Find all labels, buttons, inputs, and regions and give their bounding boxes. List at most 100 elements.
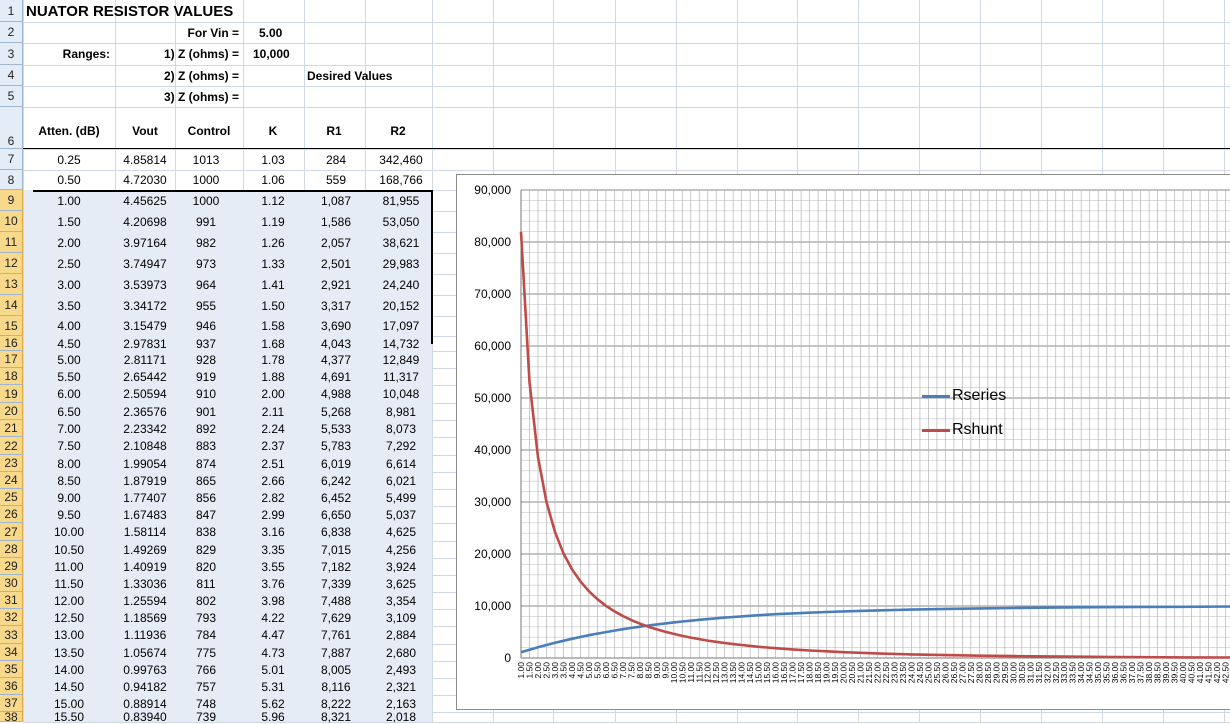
table-cell[interactable]: 1.67483 [123,507,167,522]
table-cell[interactable]: 955 [195,298,217,313]
table-cell[interactable]: 3.00 [57,277,81,292]
table-cell[interactable]: 838 [195,525,217,539]
table-cell[interactable]: 7,182 [320,559,352,574]
table-cell[interactable]: 11.00 [54,559,84,574]
table-cell[interactable]: 6,650 [320,507,352,522]
row-header[interactable]: 38 [0,710,23,724]
table-cell[interactable]: 8.00 [57,456,81,471]
table-cell[interactable]: 1.19 [261,214,285,229]
row-header[interactable]: 15 [0,316,23,336]
table-cell[interactable]: 7,488 [320,593,352,608]
table-cell[interactable]: 4,043 [320,336,352,351]
table-cell[interactable]: 2.50594 [123,387,167,401]
row-header[interactable]: 30 [0,575,23,592]
desired-values-label[interactable]: Desired Values [307,68,393,83]
row-header[interactable]: 9 [0,190,23,211]
table-cell[interactable]: 946 [195,319,217,333]
table-cell[interactable]: 284 [325,152,347,167]
table-cell[interactable]: 13.00 [53,628,85,642]
table-cell[interactable]: 1,087 [320,193,352,208]
table-cell[interactable]: 820 [195,559,217,574]
table-cell[interactable]: 8,222 [320,696,352,711]
table-cell[interactable]: 865 [195,473,217,488]
row-header[interactable]: 26 [0,506,23,523]
table-cell[interactable]: 1.50 [57,214,81,229]
table-cell[interactable]: 2.99 [261,507,285,522]
table-cell[interactable]: 12,849 [382,352,420,367]
table-cell[interactable]: 3,354 [385,593,417,608]
table-cell[interactable]: 0.99763 [123,662,167,677]
table-header-cell[interactable]: Control [187,124,231,138]
table-cell[interactable]: 1.00 [57,193,81,208]
row-header[interactable]: 31 [0,592,23,609]
table-cell[interactable]: 14,732 [382,336,420,351]
table-cell[interactable]: 4.72030 [123,173,167,187]
table-cell[interactable]: 937 [195,336,217,351]
table-cell[interactable]: 7,015 [320,542,352,557]
table-cell[interactable]: 3.97164 [123,235,167,250]
table-cell[interactable]: 892 [195,421,217,436]
table-cell[interactable]: 2,501 [320,256,352,271]
table-cell[interactable]: 2.65442 [123,369,167,384]
table-cell[interactable]: 793 [195,610,217,625]
table-cell[interactable]: 14.00 [53,662,85,677]
row-header[interactable]: 21 [0,420,23,437]
table-cell[interactable]: 856 [195,490,217,505]
table-cell[interactable]: 38,621 [382,235,420,250]
table-cell[interactable]: 8,116 [321,679,351,694]
table-cell[interactable]: 1.33 [261,256,285,271]
row-header[interactable]: 35 [0,661,23,678]
row-header[interactable]: 18 [0,368,23,385]
table-header-cell[interactable]: Atten. (dB) [38,124,100,138]
table-cell[interactable]: 1.25594 [123,593,167,608]
table-cell[interactable]: 4.22 [261,610,285,625]
table-cell[interactable]: 5,037 [385,507,417,522]
table-cell[interactable]: 10.00 [53,525,85,539]
table-cell[interactable]: 3.50 [57,298,81,313]
row-header[interactable]: 33 [0,626,23,644]
table-cell[interactable]: 2.37 [261,439,285,453]
table-cell[interactable]: 739 [195,710,217,724]
table-cell[interactable]: 8,073 [385,421,417,436]
table-cell[interactable]: 1.78 [261,352,285,367]
table-cell[interactable]: 4,377 [320,352,352,367]
row-header[interactable]: 8 [0,170,23,190]
table-cell[interactable]: 0.83940 [123,710,167,724]
table-cell[interactable]: 6.50 [57,404,81,419]
row-header[interactable]: 11 [0,232,23,253]
table-cell[interactable]: 766 [195,662,217,677]
table-cell[interactable]: 2.97831 [123,336,167,351]
table-cell[interactable]: 1.99054 [123,456,167,471]
z1-label[interactable]: 1) Z (ohms) = [163,47,239,61]
row-header[interactable]: 36 [0,678,23,695]
table-cell[interactable]: 847 [195,507,217,522]
table-cell[interactable]: 757 [195,679,217,694]
table-cell[interactable]: 1.88 [261,369,285,384]
table-cell[interactable]: 2.00 [57,235,81,250]
table-cell[interactable]: 4.50 [57,336,81,351]
table-cell[interactable]: 7.00 [57,421,81,436]
table-cell[interactable]: 2.66 [261,473,285,488]
table-cell[interactable]: 2.23342 [123,421,167,436]
table-cell[interactable]: 3,317 [320,298,352,313]
table-cell[interactable]: 2.81171 [123,352,167,367]
row-header[interactable]: 2 [0,22,23,43]
row-header[interactable]: 1 [0,0,23,22]
table-cell[interactable]: 901 [195,404,217,419]
table-cell[interactable]: 559 [325,173,347,187]
row-header[interactable]: 28 [0,541,23,558]
table-cell[interactable]: 1.50 [261,298,285,313]
table-cell[interactable]: 3,690 [320,319,352,333]
table-cell[interactable]: 8,321 [320,710,352,724]
table-cell[interactable]: 15.50 [53,710,85,724]
table-cell[interactable]: 29,983 [382,256,420,271]
table-cell[interactable]: 5.31 [261,679,285,694]
table-cell[interactable]: 5.62 [261,696,285,711]
table-cell[interactable]: 2,057 [320,235,352,250]
table-cell[interactable]: 964 [195,277,217,292]
table-cell[interactable]: 7.50 [57,439,81,453]
table-cell[interactable]: 3,924 [385,559,417,574]
table-cell[interactable]: 7,292 [385,439,417,453]
table-cell[interactable]: 2.10848 [123,439,167,453]
